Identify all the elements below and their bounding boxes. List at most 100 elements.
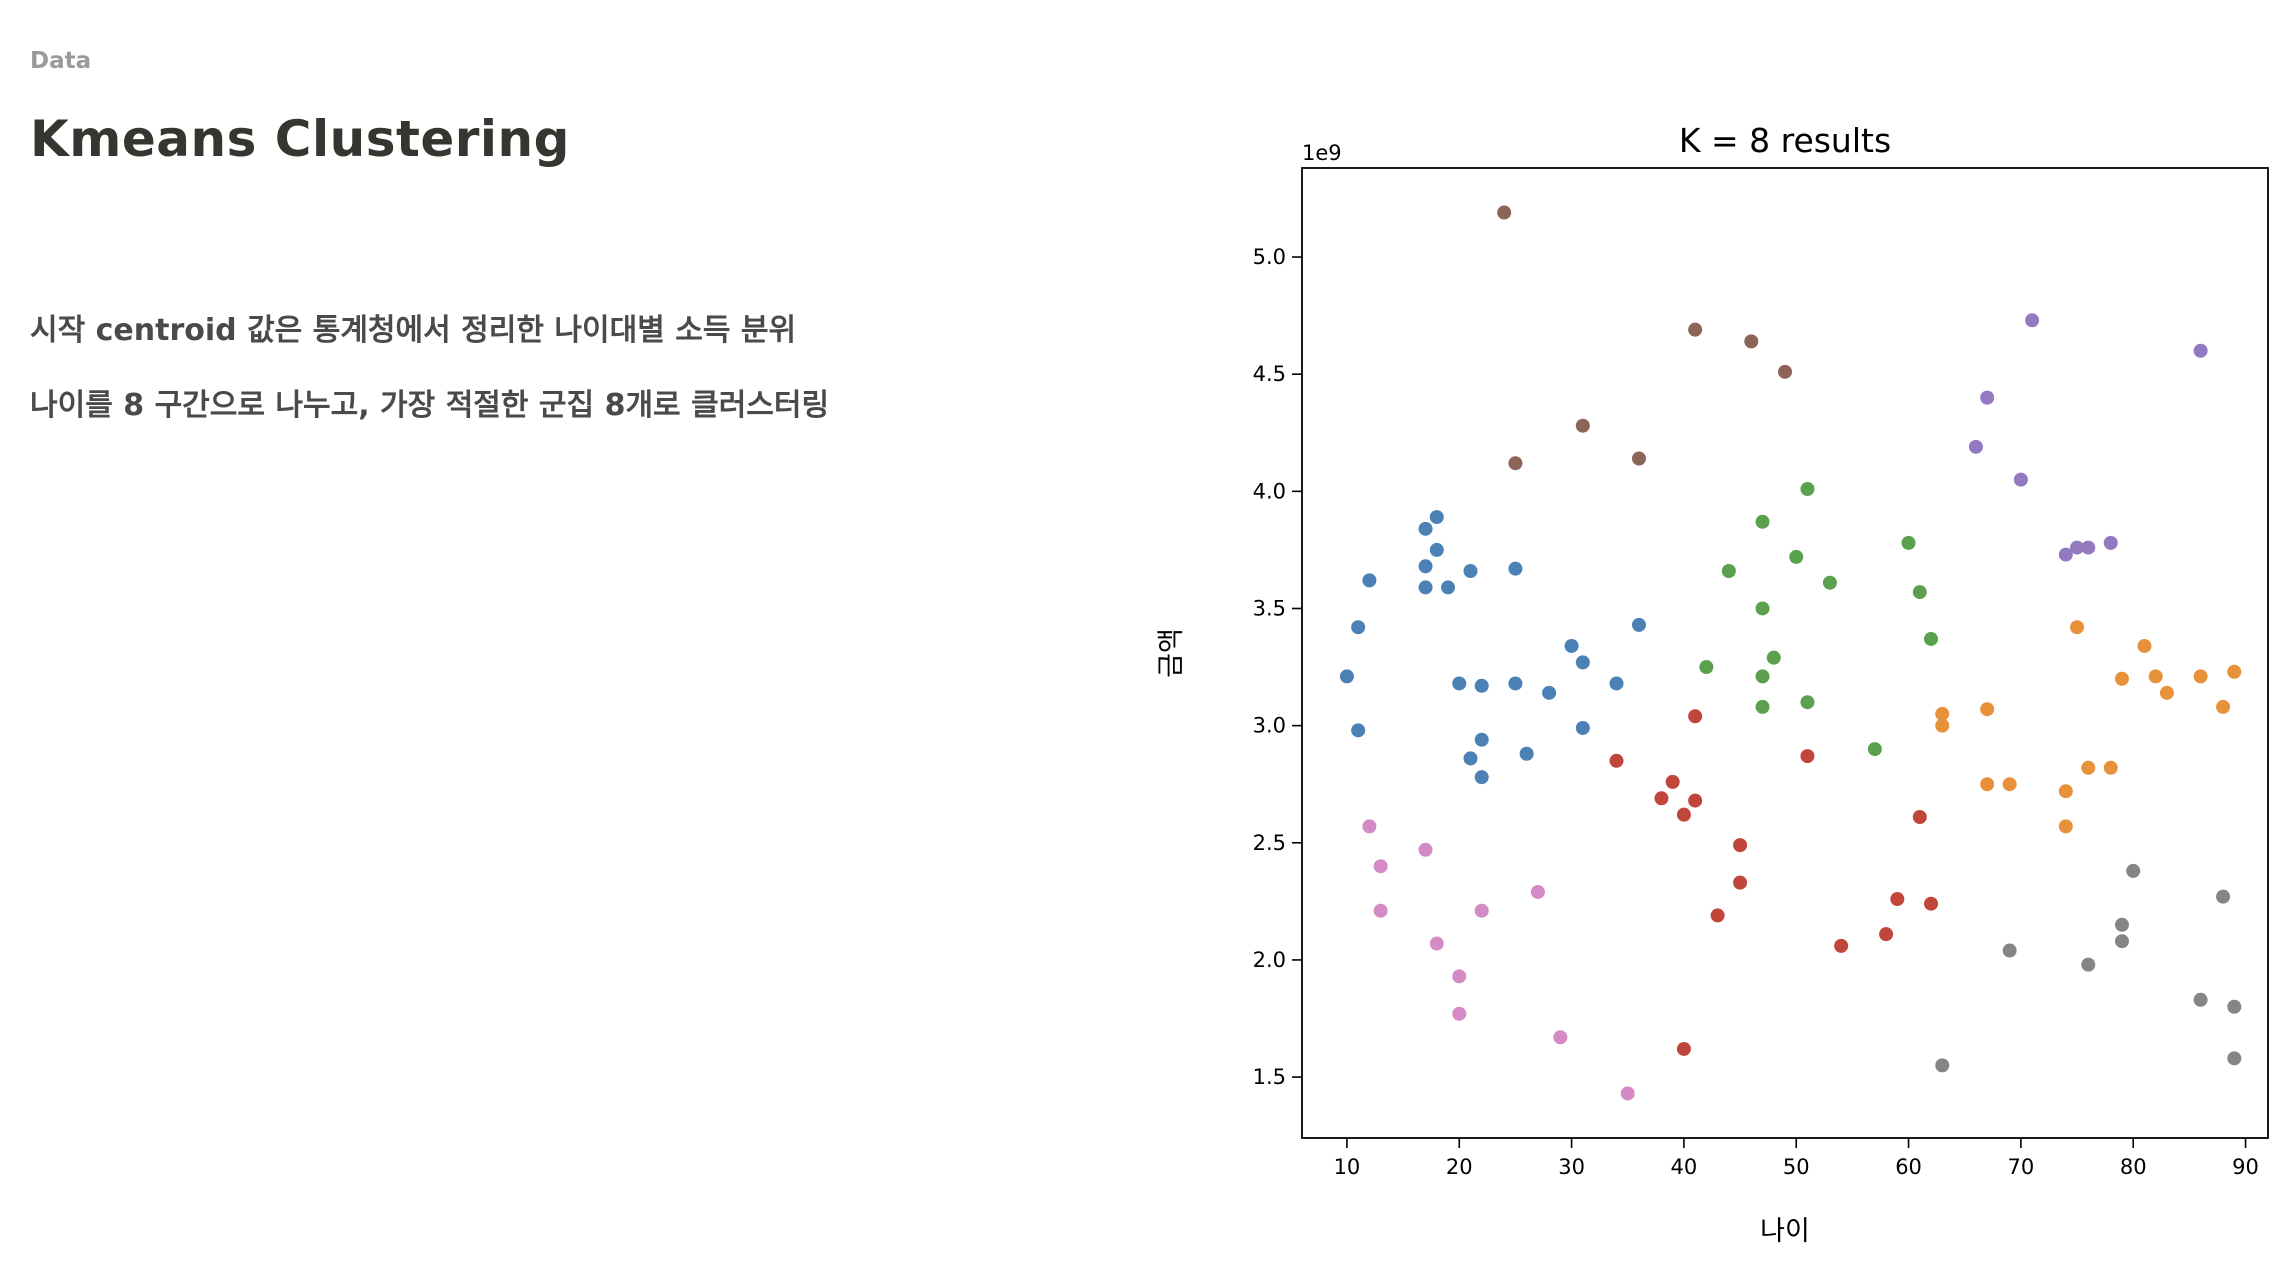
data-point — [1542, 685, 1557, 700]
data-point — [2114, 934, 2129, 949]
description-line-2: 나이를 8 구간으로 나누고, 가장 적절한 군집 8개로 클러스터링 — [30, 388, 830, 423]
data-point — [2103, 535, 2118, 550]
data-point — [1452, 969, 1467, 984]
chart-title: K = 8 results — [1679, 121, 1891, 160]
y-tick-label: 5.0 — [1253, 245, 1286, 269]
data-point — [1676, 807, 1691, 822]
x-tick-label: 70 — [2008, 1155, 2035, 1179]
data-point — [1474, 770, 1489, 785]
data-point — [1721, 563, 1736, 578]
data-point — [1620, 1086, 1635, 1101]
x-tick-label: 40 — [1671, 1155, 1698, 1179]
data-point — [1373, 903, 1388, 918]
chart-svg: K = 8 results 1e9 10 20 30 40 50 60 70 80 90 1.5… — [1156, 121, 2269, 1247]
data-point — [1733, 838, 1748, 853]
data-point — [2058, 784, 2073, 799]
data-point — [1924, 631, 1939, 646]
data-point — [1429, 936, 1444, 951]
data-point — [2070, 620, 2085, 635]
data-point — [2126, 863, 2141, 878]
data-point — [2081, 957, 2096, 972]
data-point — [1699, 660, 1714, 675]
data-point — [1912, 810, 1927, 825]
data-point — [2227, 1051, 2242, 1066]
y-tick-label: 2.5 — [1253, 831, 1286, 855]
data-point — [1497, 205, 1512, 220]
data-point — [1452, 676, 1467, 691]
data-point — [1980, 390, 1995, 405]
x-axis-ticks: 10 20 30 40 50 60 70 80 90 — [1334, 1138, 2259, 1179]
data-point — [1351, 620, 1366, 635]
y-tick-label: 1.5 — [1253, 1065, 1286, 1089]
data-point — [2058, 819, 2073, 834]
data-point — [1935, 1058, 1950, 1073]
data-point — [1755, 669, 1770, 684]
x-tick-label: 10 — [1334, 1155, 1361, 1179]
data-point — [1474, 903, 1489, 918]
data-point — [1418, 521, 1433, 536]
data-point — [2114, 917, 2129, 932]
data-point — [2002, 943, 2017, 958]
data-point — [2193, 992, 2208, 1007]
data-point — [1688, 322, 1703, 337]
data-point — [1508, 456, 1523, 471]
data-point — [2002, 777, 2017, 792]
data-point — [1766, 650, 1781, 665]
data-point — [1474, 732, 1489, 747]
data-point — [2058, 547, 2073, 562]
data-point — [1631, 451, 1646, 466]
data-point — [1654, 791, 1669, 806]
data-point — [1452, 1006, 1467, 1021]
data-point — [1508, 676, 1523, 691]
data-point — [1373, 859, 1388, 874]
data-point — [1362, 819, 1377, 834]
data-point — [1935, 718, 1950, 733]
data-point — [1519, 746, 1534, 761]
data-point — [1924, 896, 1939, 911]
data-point — [1968, 439, 1983, 454]
data-point — [1901, 535, 1916, 550]
y-axis-label: 금액 — [1156, 628, 1187, 678]
data-point — [1800, 481, 1815, 496]
data-point — [1755, 699, 1770, 714]
data-point — [2114, 671, 2129, 686]
data-point — [1688, 793, 1703, 808]
data-point — [1676, 1041, 1691, 1056]
data-point — [1609, 753, 1624, 768]
page-title: Kmeans Clustering — [30, 110, 570, 168]
y-tick-label: 2.0 — [1253, 948, 1286, 972]
x-tick-label: 20 — [1446, 1155, 1473, 1179]
data-point — [1755, 514, 1770, 529]
data-point — [1800, 749, 1815, 764]
data-point — [2148, 669, 2163, 684]
data-point — [1575, 655, 1590, 670]
x-tick-label: 90 — [2232, 1155, 2259, 1179]
x-tick-label: 60 — [1895, 1155, 1922, 1179]
data-point — [2081, 540, 2096, 555]
data-point — [1890, 892, 1905, 907]
section-label: Data — [30, 48, 92, 74]
data-point — [2227, 664, 2242, 679]
data-point — [1474, 678, 1489, 693]
data-point — [1744, 334, 1759, 349]
data-point — [1980, 777, 1995, 792]
data-point — [1429, 542, 1444, 557]
data-point — [1418, 559, 1433, 574]
data-point — [1362, 573, 1377, 588]
y-axis-ticks: 1.5 2.0 2.5 3.0 3.5 4.0 4.5 5.0 — [1253, 245, 1302, 1089]
data-point — [2103, 760, 2118, 775]
data-point — [1441, 580, 1456, 595]
data-point — [2013, 472, 2028, 487]
data-point — [1912, 585, 1927, 600]
data-point — [2070, 540, 2085, 555]
data-point — [1778, 364, 1792, 379]
data-point — [1609, 676, 1624, 691]
data-point — [1755, 601, 1770, 616]
data-point — [1463, 751, 1478, 766]
x-axis-label: 나이 — [1760, 1216, 1810, 1247]
data-point — [1935, 706, 1950, 721]
data-point — [1631, 617, 1646, 632]
data-point — [1980, 702, 1995, 717]
data-point — [2025, 313, 2040, 328]
plot-frame — [1301, 167, 2269, 1139]
